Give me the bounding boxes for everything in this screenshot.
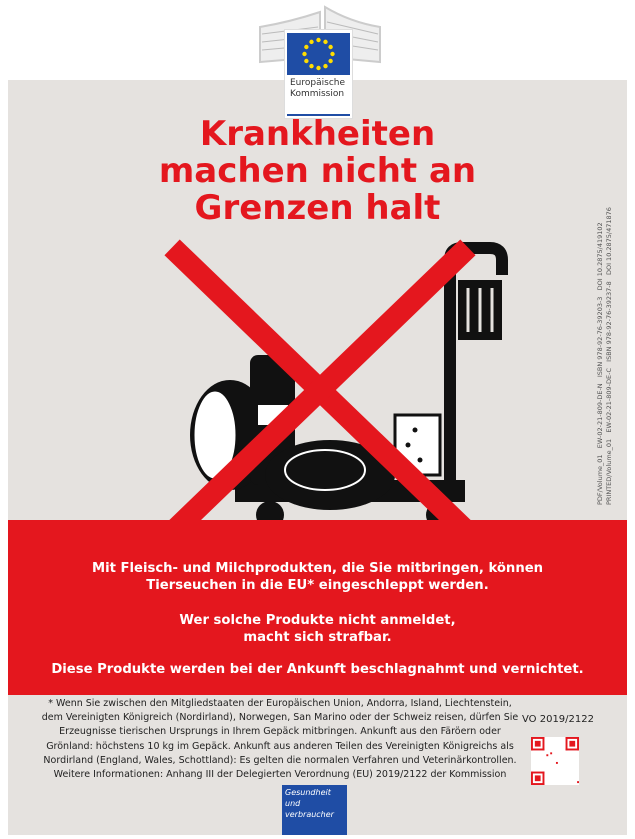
chicken-icon bbox=[265, 440, 395, 510]
star-icon bbox=[316, 37, 321, 43]
star-icon bbox=[304, 44, 309, 50]
publication-codes: PDF/Volume_01 EW-02-21-809-DE-N ISBN 978… bbox=[596, 207, 614, 505]
headline: Krankheiten machen nicht an Grenzen halt bbox=[0, 116, 635, 227]
footnote-text: * Wenn Sie zwischen den Mitgliedstaaten … bbox=[41, 698, 519, 766]
logo-line-1: Europäische bbox=[290, 78, 346, 88]
logo-line-2: Kommission bbox=[290, 89, 345, 99]
warning-text-2a: Wer solche Produkte nicht anmeldet, bbox=[179, 613, 456, 628]
headline-line-2: machen nicht an bbox=[158, 151, 477, 191]
star-icon bbox=[302, 51, 307, 57]
star-icon bbox=[328, 44, 333, 50]
cross-out-icon bbox=[164, 239, 476, 540]
more-info-text: Weitere Informationen: Anhang III der De… bbox=[53, 769, 507, 781]
star-icon bbox=[323, 39, 328, 45]
qr-code-icon[interactable] bbox=[531, 737, 579, 785]
pdf-code: PDF/Volume_01 EW-02-21-809-DE-N ISBN 978… bbox=[596, 222, 604, 505]
warning-text-2b: macht sich strafbar. bbox=[243, 630, 392, 645]
star-icon bbox=[304, 58, 309, 64]
cheese-icon bbox=[393, 413, 442, 477]
star-icon bbox=[323, 63, 328, 69]
headline-line-1: Krankheiten bbox=[199, 114, 436, 154]
dg-sante-label: Gesundheit und verbraucher bbox=[282, 785, 347, 835]
star-icon bbox=[309, 63, 314, 69]
warning-text-3: Diese Produkte werden bei der Ankunft be… bbox=[51, 662, 584, 677]
printed-code: PRINTED/Volume_01 EW-02-21-809-DE-C ISBN… bbox=[605, 207, 613, 505]
warning-text-1: Mit Fleisch- und Milchprodukten, die Sie… bbox=[91, 561, 544, 593]
star-icon bbox=[316, 65, 321, 71]
star-icon bbox=[309, 39, 314, 45]
warning-band: Mit Fleisch- und Milchprodukten, die Sie… bbox=[8, 520, 627, 695]
shopping-cart-illustration bbox=[164, 239, 508, 540]
headline-line-3: Grenzen halt bbox=[194, 188, 441, 228]
eu-flag-icon bbox=[287, 33, 350, 75]
star-icon bbox=[330, 51, 335, 57]
star-icon bbox=[328, 58, 333, 64]
logo-underline bbox=[287, 114, 350, 116]
footnote: * Wenn Sie zwischen den Mitgliedstaaten … bbox=[40, 697, 520, 782]
regulation-number: VO 2019/2122 bbox=[522, 714, 594, 725]
eu-commission-logo: Europäische Kommission bbox=[285, 30, 352, 118]
